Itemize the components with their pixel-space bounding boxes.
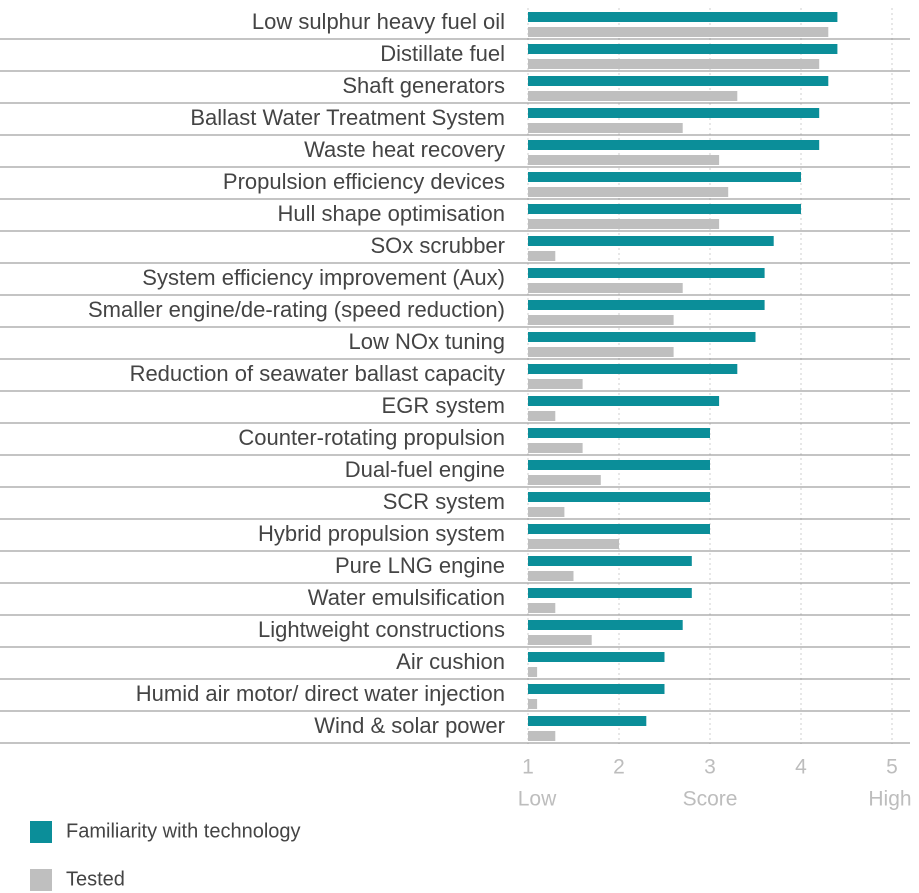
bar bbox=[528, 460, 710, 470]
category-label: Air cushion bbox=[396, 649, 505, 674]
bar bbox=[528, 347, 674, 357]
category-label: Lightweight constructions bbox=[258, 617, 505, 642]
category-label: Low NOx tuning bbox=[348, 329, 505, 354]
bar bbox=[528, 635, 592, 645]
category-label: EGR system bbox=[382, 393, 505, 418]
category-label: Dual-fuel engine bbox=[345, 457, 505, 482]
bar bbox=[528, 283, 683, 293]
category-label: Distillate fuel bbox=[380, 41, 505, 66]
bar bbox=[528, 108, 820, 118]
category-label: SCR system bbox=[383, 489, 505, 514]
bar bbox=[528, 123, 683, 133]
legend-swatch bbox=[30, 869, 52, 891]
category-label: Hull shape optimisation bbox=[278, 201, 505, 226]
bar bbox=[528, 187, 729, 197]
category-label: Humid air motor/ direct water injection bbox=[136, 681, 505, 706]
bar bbox=[528, 411, 556, 421]
bar bbox=[528, 379, 583, 389]
category-label: SOx scrubber bbox=[371, 233, 506, 258]
bar bbox=[528, 556, 692, 566]
legend-label: Tested bbox=[66, 868, 125, 890]
x-tick-label: 5 bbox=[886, 756, 898, 779]
bar bbox=[528, 716, 647, 726]
category-label: Counter-rotating propulsion bbox=[238, 425, 505, 450]
x-tick-label: 4 bbox=[795, 756, 807, 779]
x-tick-label: 3 bbox=[704, 756, 716, 779]
category-label: Pure LNG engine bbox=[335, 553, 505, 578]
bar bbox=[528, 699, 538, 709]
bar bbox=[528, 300, 765, 310]
bar bbox=[528, 620, 683, 630]
bar bbox=[528, 219, 720, 229]
bar bbox=[528, 667, 538, 677]
x-tick-label: 2 bbox=[613, 756, 625, 779]
bar bbox=[528, 428, 710, 438]
category-label: Smaller engine/de-rating (speed reductio… bbox=[88, 297, 505, 322]
bar bbox=[528, 332, 756, 342]
bar bbox=[528, 12, 838, 22]
bar bbox=[528, 492, 710, 502]
category-label: Water emulsification bbox=[308, 585, 505, 610]
bar bbox=[528, 524, 710, 534]
bar bbox=[528, 59, 820, 69]
bar bbox=[528, 571, 574, 581]
bar bbox=[528, 475, 601, 485]
bar bbox=[528, 44, 838, 54]
bar bbox=[528, 507, 565, 517]
bar bbox=[528, 172, 801, 182]
bar bbox=[528, 315, 674, 325]
category-label: Low sulphur heavy fuel oil bbox=[252, 9, 505, 34]
bar bbox=[528, 396, 720, 406]
bar bbox=[528, 155, 720, 165]
high-label: High bbox=[868, 788, 911, 811]
bar bbox=[528, 684, 665, 694]
bar bbox=[528, 268, 765, 278]
bar bbox=[528, 236, 774, 246]
legend-swatch bbox=[30, 821, 52, 843]
low-label: Low bbox=[518, 788, 557, 811]
category-label: Reduction of seawater ballast capacity bbox=[130, 361, 505, 386]
category-label: Hybrid propulsion system bbox=[258, 521, 505, 546]
legend-label: Familiarity with technology bbox=[66, 820, 301, 842]
bar bbox=[528, 539, 619, 549]
bar bbox=[528, 251, 556, 261]
bar bbox=[528, 140, 820, 150]
category-label: Waste heat recovery bbox=[304, 137, 505, 162]
bar bbox=[528, 76, 829, 86]
x-axis-label: Score bbox=[683, 788, 738, 811]
category-label: Ballast Water Treatment System bbox=[190, 105, 505, 130]
bar bbox=[528, 443, 583, 453]
category-label: Propulsion efficiency devices bbox=[223, 169, 505, 194]
category-label: System efficiency improvement (Aux) bbox=[142, 265, 505, 290]
category-label: Wind & solar power bbox=[314, 713, 505, 738]
x-tick-label: 1 bbox=[522, 756, 534, 779]
bar bbox=[528, 204, 801, 214]
bar bbox=[528, 652, 665, 662]
category-label: Shaft generators bbox=[342, 73, 505, 98]
bar bbox=[528, 603, 556, 613]
bar bbox=[528, 364, 738, 374]
bar bbox=[528, 27, 829, 37]
bar bbox=[528, 731, 556, 741]
bar bbox=[528, 91, 738, 101]
bar bbox=[528, 588, 692, 598]
